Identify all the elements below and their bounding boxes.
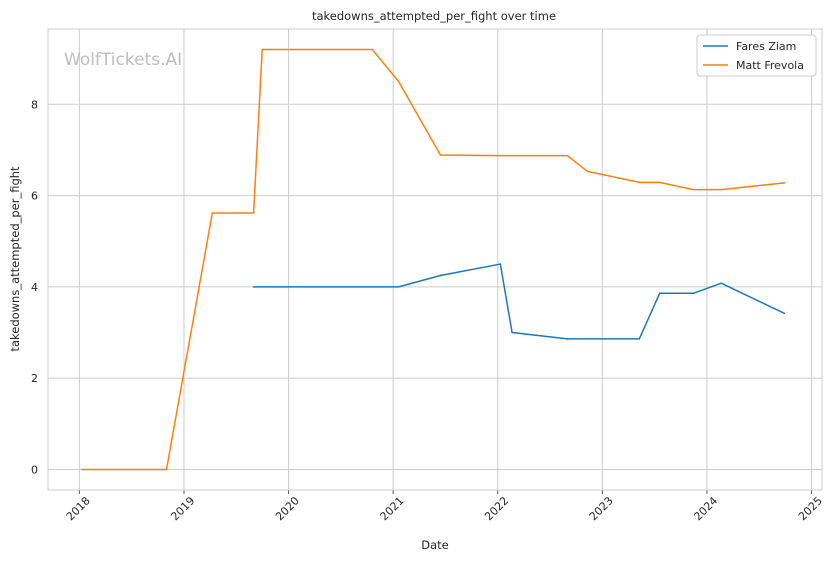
data-point-fares-ziam xyxy=(658,292,661,295)
data-point-fares-ziam xyxy=(499,263,502,265)
data-point-fares-ziam xyxy=(783,312,786,315)
x-tick-label: 2020 xyxy=(273,494,302,523)
data-point-fares-ziam xyxy=(439,274,442,277)
y-tick-labels: 0 2 4 6 8 xyxy=(31,98,38,476)
data-point-fares-ziam xyxy=(566,338,569,340)
data-point-matt-frevola xyxy=(586,170,589,173)
y-tick-label: 0 xyxy=(31,463,38,476)
data-point-fares-ziam xyxy=(252,286,255,288)
x-grid xyxy=(78,29,813,494)
data-point-fares-ziam xyxy=(397,286,400,288)
y-axis-label: takedowns_attempted_per_fight xyxy=(8,166,22,352)
legend: Fares Ziam Matt Frevola xyxy=(696,34,817,77)
data-point-matt-frevola xyxy=(499,154,502,157)
legend-label-matt-frevola: Matt Frevola xyxy=(736,59,804,72)
data-point-matt-frevola xyxy=(211,212,214,214)
data-point-fares-ziam xyxy=(511,331,513,334)
data-point-fares-ziam xyxy=(720,282,723,285)
series-line-fares-ziam xyxy=(253,263,785,340)
data-point-fares-ziam xyxy=(692,292,695,295)
series-layer xyxy=(81,48,786,471)
data-point-matt-frevola xyxy=(371,48,374,51)
x-tick-label: 2018 xyxy=(64,494,93,523)
data-point-matt-frevola xyxy=(252,212,255,214)
watermark: WolfTickets.AI xyxy=(64,50,182,70)
legend-label-fares-ziam: Fares Ziam xyxy=(736,40,796,53)
x-tick-label: 2019 xyxy=(168,494,197,523)
y-tick-label: 2 xyxy=(31,372,38,385)
plot-frame xyxy=(47,28,823,491)
data-point-matt-frevola xyxy=(566,154,569,157)
data-point-matt-frevola xyxy=(261,48,264,51)
series-line-matt-frevola xyxy=(81,48,785,471)
y-tick-label: 6 xyxy=(31,190,38,203)
y-tick-label: 4 xyxy=(31,281,38,294)
data-point-matt-frevola xyxy=(638,181,641,184)
data-point-matt-frevola xyxy=(165,468,168,471)
y-grid xyxy=(48,103,822,470)
x-tick-label: 2024 xyxy=(691,494,720,523)
data-point-matt-frevola xyxy=(692,188,695,191)
x-tick-label: 2021 xyxy=(378,494,407,523)
chart-title: takedowns_attempted_per_fight over time xyxy=(312,9,556,23)
data-point-fares-ziam xyxy=(638,338,641,340)
x-tick-labels: 2018 2019 2020 2021 2022 2023 2024 2025 xyxy=(64,494,825,523)
x-tick-label: 2023 xyxy=(587,494,616,523)
data-point-matt-frevola xyxy=(81,468,83,471)
data-point-matt-frevola xyxy=(783,182,786,184)
data-point-matt-frevola xyxy=(720,188,723,191)
data-point-matt-frevola xyxy=(658,181,661,184)
data-point-matt-frevola xyxy=(439,154,442,156)
data-point-matt-frevola xyxy=(397,80,400,83)
x-tick-label: 2022 xyxy=(482,494,511,523)
y-tick-label: 8 xyxy=(31,98,38,111)
x-tick-label: 2025 xyxy=(796,494,825,523)
x-axis-label: Date xyxy=(421,538,449,552)
